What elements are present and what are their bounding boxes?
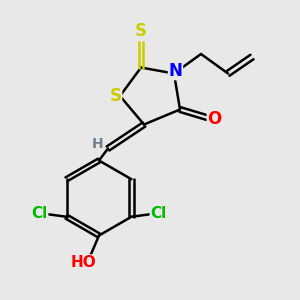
Text: S: S (110, 87, 122, 105)
Text: O: O (207, 110, 222, 128)
Text: HO: HO (71, 255, 97, 270)
Text: H: H (92, 137, 103, 151)
Text: Cl: Cl (32, 206, 48, 221)
Text: S: S (135, 22, 147, 40)
Text: Cl: Cl (150, 206, 167, 221)
Text: N: N (169, 61, 182, 80)
